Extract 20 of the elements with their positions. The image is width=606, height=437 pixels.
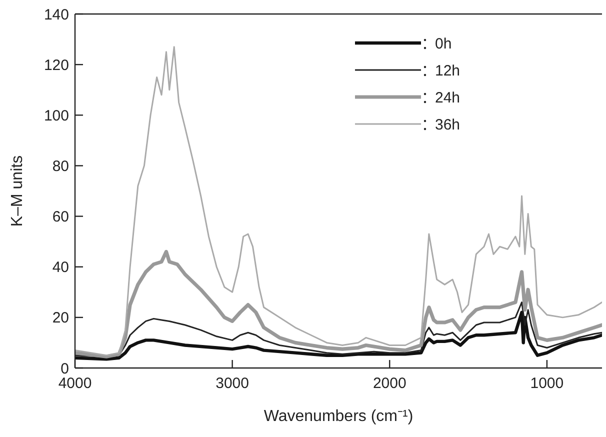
x-tick-label: 2000 bbox=[372, 375, 406, 392]
legend-label: 12h bbox=[435, 62, 460, 80]
x-tick-label: 3000 bbox=[216, 375, 249, 392]
legend-label: 24h bbox=[435, 89, 460, 106]
x-tick-label: 4000 bbox=[58, 375, 92, 392]
legend-label: 36h bbox=[435, 116, 460, 134]
y-tick-label: 80 bbox=[52, 158, 69, 175]
y-tick-label: 60 bbox=[52, 208, 69, 226]
y-tick-label: 20 bbox=[52, 310, 69, 327]
y-tick-label: 120 bbox=[44, 56, 69, 74]
y-tick-label: 100 bbox=[44, 107, 69, 124]
y-axis-title: K–M units bbox=[9, 155, 26, 227]
legend-label: 0h bbox=[435, 35, 452, 52]
y-tick-label: 140 bbox=[44, 6, 69, 24]
line-series bbox=[75, 250, 602, 358]
x-tick-label: 1000 bbox=[530, 375, 564, 392]
x-axis-title: Wavenumbers (cm⁻¹) bbox=[264, 408, 414, 425]
y-tick-label: 40 bbox=[52, 259, 69, 276]
y-tick-label: 0 bbox=[60, 360, 69, 378]
line-series bbox=[75, 310, 602, 361]
